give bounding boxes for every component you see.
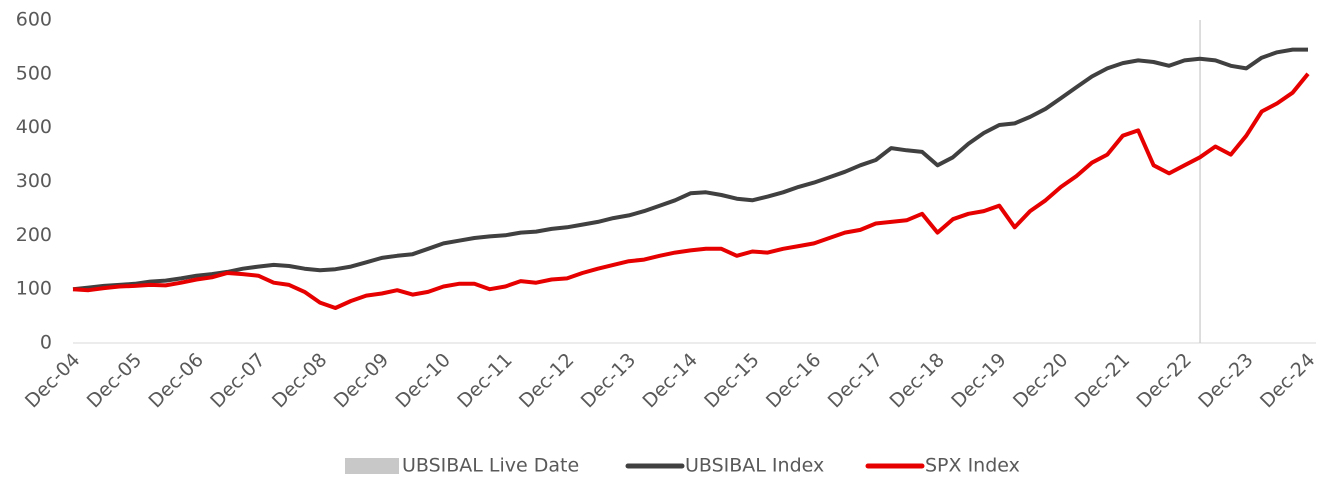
x-tick-label: Dec-12 bbox=[515, 349, 579, 413]
live-date-bar bbox=[1199, 20, 1201, 343]
legend-label: UBSIBAL Live Date bbox=[402, 455, 579, 477]
series-line bbox=[72, 47, 1308, 292]
y-tick-label: 0 bbox=[40, 332, 52, 354]
x-tick-label: Dec-11 bbox=[453, 349, 517, 413]
x-tick-label: Dec-16 bbox=[762, 349, 826, 413]
y-tick-label: 200 bbox=[16, 224, 52, 246]
x-tick-label: Dec-14 bbox=[638, 349, 702, 413]
legend-label: UBSIBAL Index bbox=[685, 455, 824, 477]
x-tick-label: Dec-20 bbox=[1009, 349, 1073, 413]
x-tick-label: Dec-22 bbox=[1132, 349, 1196, 413]
x-tick-label: Dec-08 bbox=[268, 349, 332, 413]
x-tick-label: Dec-17 bbox=[824, 349, 888, 413]
x-tick-label: Dec-15 bbox=[700, 349, 764, 413]
x-tick-label: Dec-05 bbox=[83, 349, 147, 413]
legend-label: SPX Index bbox=[925, 455, 1020, 477]
y-tick-label: 500 bbox=[16, 62, 52, 84]
y-tick-label: 400 bbox=[16, 116, 52, 138]
x-tick-label: Dec-24 bbox=[1256, 349, 1319, 413]
x-tick-label: Dec-10 bbox=[391, 349, 455, 413]
x-tick-label: Dec-13 bbox=[577, 349, 641, 413]
y-tick-label: 100 bbox=[16, 278, 52, 300]
x-tick-label: Dec-09 bbox=[330, 349, 394, 413]
legend-swatch bbox=[345, 458, 399, 474]
y-tick-label: 600 bbox=[16, 9, 52, 31]
x-tick-label: Dec-06 bbox=[144, 349, 208, 413]
x-tick-label: Dec-23 bbox=[1194, 349, 1258, 413]
x-tick-label: Dec-04 bbox=[21, 349, 85, 413]
x-tick-label: Dec-19 bbox=[947, 349, 1011, 413]
x-tick-label: Dec-21 bbox=[1071, 349, 1135, 413]
x-tick-label: Dec-07 bbox=[206, 349, 270, 413]
series-line bbox=[72, 72, 1310, 310]
x-tick-label: Dec-18 bbox=[885, 349, 949, 413]
y-tick-label: 300 bbox=[16, 170, 52, 192]
